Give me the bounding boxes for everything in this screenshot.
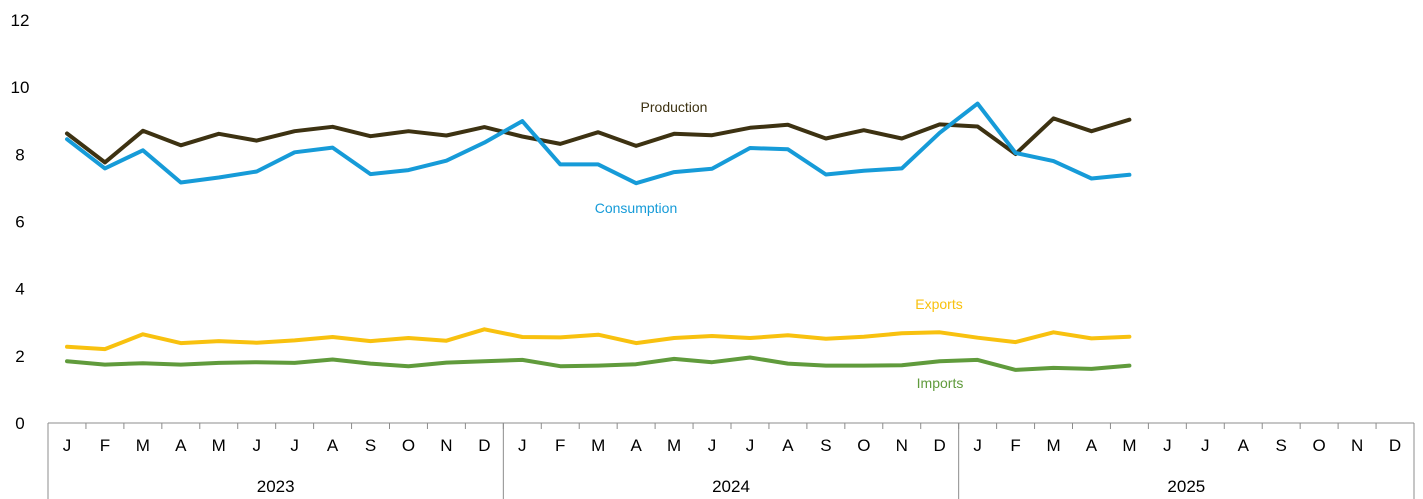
month-tick-label: D — [934, 436, 946, 455]
month-tick-label: S — [365, 436, 376, 455]
series-lines — [65, 101, 1132, 372]
y-tick-label: 8 — [15, 145, 24, 164]
month-tick-label: N — [1351, 436, 1363, 455]
month-tick-label: J — [708, 436, 717, 455]
month-tick-label: A — [782, 436, 794, 455]
series-line-consumption — [65, 101, 1132, 186]
month-tick-label: A — [630, 436, 642, 455]
month-tick-label: M — [591, 436, 605, 455]
month-tick-label: J — [1163, 436, 1172, 455]
series-label-consumption: Consumption — [595, 200, 678, 216]
month-tick-label: M — [212, 436, 226, 455]
year-label: 2023 — [257, 477, 295, 496]
y-tick-label: 0 — [15, 414, 24, 433]
month-tick-label: O — [857, 436, 870, 455]
y-tick-label: 4 — [15, 280, 24, 299]
month-tick-label: J — [63, 436, 72, 455]
month-tick-label: J — [252, 436, 261, 455]
month-tick-label: F — [100, 436, 110, 455]
y-tick-label: 12 — [11, 11, 30, 30]
month-tick-label: M — [1046, 436, 1060, 455]
x-axis: J F M A M J J A S O N D J F M A M J J A S O N D J F M A M J J A S O N D 2023… — [47, 422, 1415, 499]
series-line-imports — [65, 355, 1132, 372]
month-tick-label: A — [327, 436, 339, 455]
y-axis: 0 2 4 6 8 10 12 — [11, 11, 30, 433]
month-tick-label: J — [746, 436, 755, 455]
series-line-exports — [65, 327, 1132, 352]
series-line-production — [65, 116, 1132, 165]
y-tick-label: 10 — [11, 78, 30, 97]
year-label: 2024 — [712, 477, 750, 496]
month-tick-label: D — [1389, 436, 1401, 455]
month-tick-label: O — [402, 436, 415, 455]
month-tick-label: S — [820, 436, 831, 455]
month-tick-label: M — [1122, 436, 1136, 455]
year-label: 2025 — [1167, 477, 1205, 496]
month-tick-label: M — [136, 436, 150, 455]
month-tick-label: A — [175, 436, 187, 455]
y-tick-label: 6 — [15, 213, 24, 232]
month-tick-label: D — [478, 436, 490, 455]
month-tick-label: J — [290, 436, 299, 455]
month-tick-label: J — [973, 436, 982, 455]
month-tick-label: F — [1010, 436, 1020, 455]
month-tick-label: M — [667, 436, 681, 455]
month-tick-label: A — [1086, 436, 1098, 455]
month-tick-label: A — [1238, 436, 1250, 455]
y-tick-label: 2 — [15, 347, 24, 366]
series-label-imports: Imports — [917, 375, 964, 391]
series-label-exports: Exports — [915, 296, 962, 312]
month-tick-label: F — [555, 436, 565, 455]
month-tick-label: N — [896, 436, 908, 455]
month-tick-label: J — [518, 436, 527, 455]
month-tick-label: N — [440, 436, 452, 455]
month-tick-label: J — [1201, 436, 1210, 455]
month-tick-label: O — [1313, 436, 1326, 455]
series-label-production: Production — [641, 99, 708, 115]
month-tick-label: S — [1276, 436, 1287, 455]
